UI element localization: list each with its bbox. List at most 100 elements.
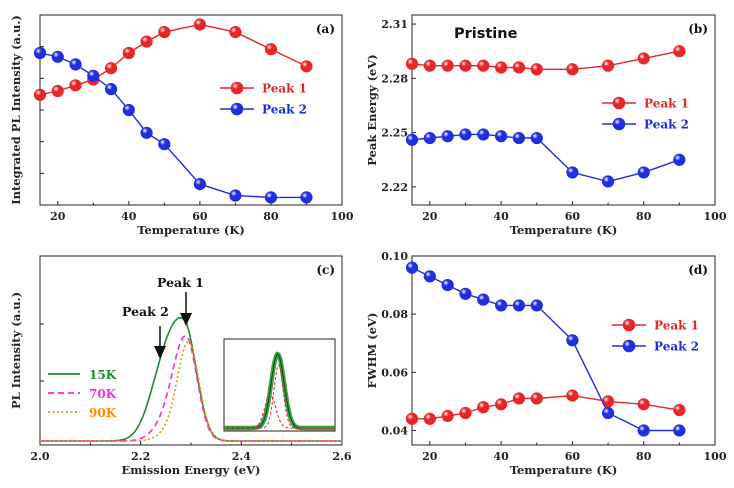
data-point-2: [406, 262, 418, 274]
data-point-2: [495, 130, 507, 142]
data-point-2: [123, 104, 135, 116]
data-point-2: [230, 190, 242, 202]
panel-d: (d) 20 40 60 80 100 Temperature (K) 0.04 0.06 0.0…: [365, 250, 727, 477]
data-point-1: [424, 60, 436, 72]
data-point-1: [406, 58, 418, 70]
x-tick-label: 100: [704, 210, 727, 223]
data-point-1: [638, 53, 650, 65]
y-tick-label: 0.06: [381, 366, 408, 379]
y-axis-label: FWHM (eV): [365, 313, 379, 389]
data-point-2: [424, 132, 436, 144]
legend-label: 90K: [89, 406, 117, 420]
data-point-2: [265, 192, 277, 204]
legend-marker: [613, 97, 625, 109]
y-tick-label: 0.10: [381, 250, 408, 263]
data-point-2: [638, 167, 650, 179]
data-point-1: [442, 60, 454, 72]
x-axis-label: Temperature (K): [137, 223, 245, 237]
legend-label: Peak 1: [654, 319, 699, 333]
data-point-2: [513, 300, 525, 312]
x-axis-label: Temperature (K): [510, 223, 618, 237]
data-point-1: [159, 26, 171, 38]
legend-marker: [613, 118, 625, 130]
x-tick-label: 60: [565, 450, 581, 463]
data-point-1: [674, 404, 686, 416]
x-tick-label: 20: [422, 450, 438, 463]
data-point-1: [230, 26, 242, 38]
x-tick-label: 20: [50, 210, 66, 223]
series-line-2: [40, 53, 307, 197]
data-point-2: [602, 407, 614, 419]
y-axis-label: Peak Energy (eV): [365, 54, 379, 165]
data-point-1: [477, 60, 489, 72]
panel-label: (d): [688, 263, 708, 277]
legend-label: Peak 1: [644, 97, 689, 111]
y-tick-label: 2.22: [381, 181, 408, 194]
x-tick-label: 80: [636, 450, 652, 463]
legend-label: Peak 2: [654, 340, 699, 354]
data-point-2: [674, 154, 686, 166]
panel-c: (c) 2.0 2.2 2.4 2.6 Emission Energy (eV) PL In…: [9, 256, 352, 477]
x-axis-label: Emission Energy (eV): [121, 463, 260, 477]
data-point-1: [477, 401, 489, 413]
x-tick-label: 60: [192, 210, 208, 223]
y-tick-label: 2.25: [381, 127, 408, 140]
y-tick-label: 2.31: [381, 18, 408, 31]
data-point-1: [424, 413, 436, 425]
panel-label: (c): [316, 263, 335, 277]
data-point-2: [460, 129, 472, 141]
data-point-2: [70, 59, 82, 71]
data-point-1: [638, 398, 650, 410]
y-tick-label: 0.08: [381, 308, 408, 321]
x-tick-label: 80: [636, 210, 652, 223]
data-point-1: [460, 407, 472, 419]
data-point-1: [602, 60, 614, 72]
data-point-2: [602, 176, 614, 188]
legend-label: 15K: [89, 368, 117, 382]
data-point-2: [674, 425, 686, 437]
x-tick-label: 40: [493, 210, 509, 223]
data-point-2: [513, 132, 525, 144]
y-tick-label: 2.28: [381, 72, 408, 85]
data-point-2: [406, 134, 418, 146]
data-point-1: [301, 61, 313, 73]
data-point-1: [495, 398, 507, 410]
data-point-2: [105, 83, 117, 95]
panel-label: (b): [688, 22, 708, 36]
data-point-1: [123, 47, 135, 59]
data-point-2: [194, 178, 206, 190]
x-tick-label: 100: [331, 210, 354, 223]
legend-marker: [623, 319, 635, 331]
y-axis-label: Integrated PL Intensity (a.u.): [9, 15, 23, 205]
data-point-2: [460, 288, 472, 300]
data-point-1: [513, 62, 525, 74]
data-point-2: [34, 47, 46, 59]
x-tick-label: 100: [704, 450, 727, 463]
legend-marker: [231, 82, 243, 94]
data-point-2: [159, 138, 171, 150]
x-axis-label: Temperature (K): [510, 463, 618, 477]
data-point-1: [495, 62, 507, 74]
data-point-1: [52, 85, 64, 97]
data-point-1: [531, 393, 543, 405]
data-point-2: [442, 279, 454, 291]
x-tick-label: 80: [263, 210, 279, 223]
data-point-1: [674, 45, 686, 57]
legend-marker: [231, 103, 243, 115]
data-point-2: [531, 132, 543, 144]
data-point-1: [567, 390, 579, 402]
data-point-2: [531, 300, 543, 312]
data-point-1: [34, 89, 46, 101]
x-tick-label: 2.4: [232, 450, 251, 463]
x-tick-label: 40: [493, 450, 509, 463]
data-point-2: [477, 129, 489, 141]
data-point-1: [406, 413, 418, 425]
data-point-2: [495, 300, 507, 312]
data-point-1: [531, 63, 543, 75]
data-point-1: [194, 19, 206, 31]
data-point-1: [460, 60, 472, 72]
data-point-1: [105, 62, 117, 74]
data-point-1: [442, 410, 454, 422]
y-tick-label: 0.04: [381, 424, 408, 437]
